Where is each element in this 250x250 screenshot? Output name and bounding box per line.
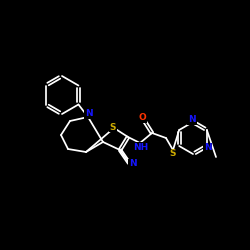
Text: O: O: [138, 114, 146, 122]
Text: N: N: [129, 160, 137, 168]
Text: NH: NH: [134, 142, 148, 152]
Text: N: N: [85, 110, 93, 118]
Text: N: N: [204, 144, 212, 152]
Text: N: N: [188, 116, 196, 124]
Text: S: S: [110, 122, 116, 132]
Text: S: S: [170, 150, 176, 158]
